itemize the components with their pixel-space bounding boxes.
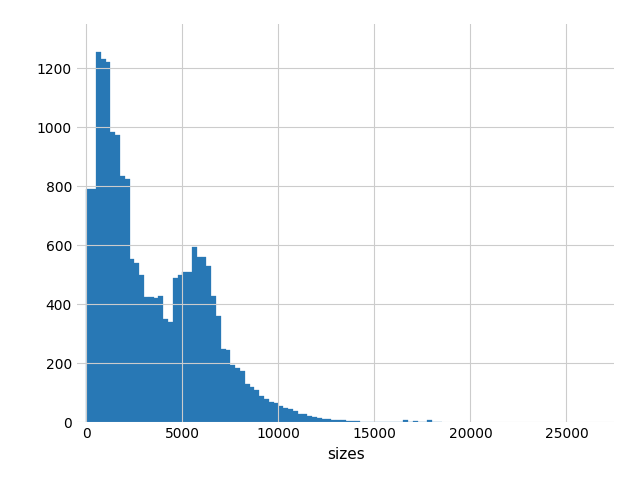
Bar xyxy=(413,421,418,422)
Bar xyxy=(303,414,307,422)
Bar xyxy=(403,420,408,422)
X-axis label: sizes: sizes xyxy=(327,447,364,462)
Bar xyxy=(274,403,278,422)
Bar xyxy=(288,409,293,422)
Bar xyxy=(125,179,130,422)
Bar xyxy=(432,421,437,422)
Bar xyxy=(250,387,255,422)
Bar xyxy=(86,189,92,422)
Bar xyxy=(202,257,207,422)
Bar xyxy=(341,420,346,422)
Bar xyxy=(211,296,216,422)
Bar xyxy=(144,297,149,422)
Bar xyxy=(365,421,370,422)
Bar xyxy=(92,189,96,422)
Bar xyxy=(115,135,120,422)
Bar xyxy=(355,421,360,422)
Bar xyxy=(259,396,264,422)
Bar xyxy=(264,399,269,422)
Bar xyxy=(197,257,202,422)
Bar xyxy=(221,348,226,422)
Bar xyxy=(312,417,317,422)
Bar xyxy=(182,272,188,422)
Bar xyxy=(336,420,341,422)
Bar xyxy=(428,420,432,422)
Bar xyxy=(163,319,168,422)
Bar xyxy=(322,419,326,422)
Bar xyxy=(360,421,365,422)
Bar xyxy=(351,421,355,422)
Bar xyxy=(298,414,303,422)
Bar xyxy=(346,420,351,422)
Bar xyxy=(240,371,245,422)
Bar xyxy=(101,60,106,422)
Bar xyxy=(96,52,101,422)
Bar xyxy=(269,402,274,422)
Bar xyxy=(255,390,259,422)
Bar xyxy=(236,368,240,422)
Bar xyxy=(284,408,288,422)
Bar xyxy=(140,275,144,422)
Bar xyxy=(326,420,332,422)
Bar xyxy=(226,350,230,422)
Bar xyxy=(130,259,134,422)
Bar xyxy=(111,132,115,422)
Bar xyxy=(293,411,298,422)
Bar xyxy=(245,384,250,422)
Bar xyxy=(159,296,163,422)
Bar xyxy=(120,176,125,422)
Bar xyxy=(278,406,284,422)
Bar xyxy=(216,316,221,422)
Bar xyxy=(149,297,154,422)
Bar xyxy=(154,299,159,422)
Bar xyxy=(192,247,197,422)
Bar xyxy=(188,272,192,422)
Bar xyxy=(168,322,173,422)
Bar xyxy=(178,275,182,422)
Bar xyxy=(332,420,336,422)
Bar xyxy=(106,62,111,422)
Bar xyxy=(307,416,312,422)
Bar xyxy=(317,418,322,422)
Bar xyxy=(207,266,211,422)
Bar xyxy=(230,365,236,422)
Bar xyxy=(134,263,140,422)
Bar xyxy=(173,278,178,422)
